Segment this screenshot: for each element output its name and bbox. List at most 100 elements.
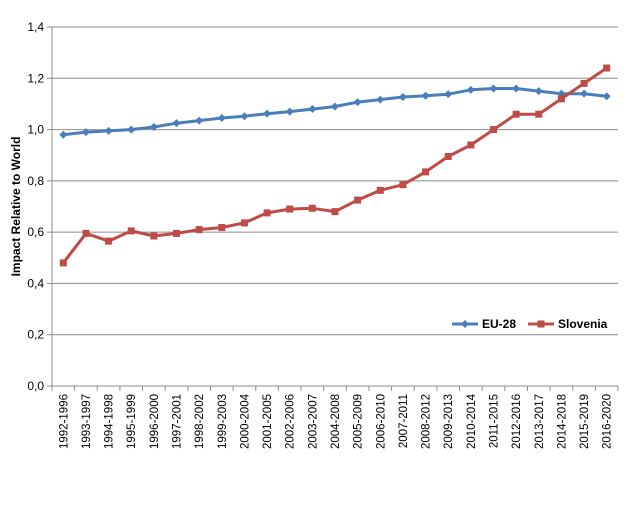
- data-point: [263, 209, 271, 217]
- legend-marker: [537, 320, 545, 328]
- data-point: [354, 196, 362, 204]
- y-tick-label: 0,8: [27, 174, 44, 188]
- legend: EU-28 Slovenia: [452, 317, 608, 331]
- data-point: [172, 119, 181, 128]
- y-tick-label: 1,0: [27, 123, 44, 137]
- data-point: [149, 123, 158, 132]
- data-point: [240, 219, 248, 227]
- x-tick-label: 2015-2019: [579, 394, 591, 449]
- data-point: [105, 237, 113, 245]
- data-point: [217, 114, 226, 123]
- y-tick-label: 1,4: [27, 20, 44, 34]
- x-tick-label: 2007-2011: [398, 394, 410, 448]
- data-point: [466, 85, 475, 94]
- data-point: [59, 259, 67, 267]
- data-point: [353, 98, 362, 107]
- data-point: [467, 141, 475, 149]
- data-point: [195, 116, 204, 125]
- data-point: [127, 125, 136, 134]
- series-layer: [59, 64, 611, 267]
- x-tick-label: 2005-2009: [353, 394, 365, 449]
- data-point: [444, 90, 453, 99]
- y-tick-label: 0,6: [27, 225, 44, 239]
- x-tick-label: 1997-2001: [172, 394, 184, 449]
- data-point: [218, 224, 226, 232]
- data-point: [398, 93, 407, 102]
- data-point: [173, 229, 181, 237]
- data-point: [240, 112, 249, 121]
- x-tick-label: 2001-2005: [262, 394, 274, 449]
- series-eu-28: [59, 84, 611, 139]
- x-tick-label: 1996-2000: [149, 394, 161, 449]
- data-point: [580, 89, 589, 98]
- legend-label: EU-28: [482, 317, 516, 331]
- gridlines: [52, 26, 618, 336]
- y-tick-labels: 0,0 0,2 0,4 0,6 0,8 1,0 1,2 1,4: [27, 20, 44, 393]
- data-point: [104, 126, 113, 135]
- data-point: [602, 92, 611, 101]
- x-tick-label: 2013-2017: [534, 394, 546, 449]
- data-point: [422, 168, 430, 176]
- data-point: [534, 87, 543, 96]
- y-tick-label: 0,0: [27, 379, 44, 393]
- x-tick-label: 1993-1997: [81, 394, 93, 449]
- y-tick-label: 1,2: [27, 71, 44, 85]
- x-tick-label: 2006-2010: [375, 394, 387, 449]
- x-tick-label: 1992-1996: [58, 394, 70, 449]
- data-point: [376, 95, 385, 104]
- data-point: [308, 204, 316, 212]
- x-tick-label: 1998-2002: [194, 394, 206, 449]
- x-tick-label: 2011-2015: [488, 394, 500, 448]
- x-tick-label: 2009-2013: [443, 394, 455, 449]
- series-slovenia: [59, 64, 611, 267]
- data-point: [150, 232, 158, 240]
- data-point: [512, 110, 520, 118]
- data-point: [331, 102, 339, 111]
- y-axis-label: Impact Relative to World: [9, 137, 23, 277]
- data-point: [82, 229, 90, 237]
- data-point: [557, 95, 565, 103]
- axes: [47, 26, 619, 391]
- y-tick-label: 0,4: [27, 276, 44, 290]
- data-point: [81, 128, 90, 137]
- data-point: [512, 84, 521, 93]
- data-point: [376, 186, 384, 194]
- data-point: [285, 107, 294, 116]
- x-tick-label: 2002-2006: [285, 394, 297, 449]
- data-point: [263, 109, 272, 118]
- data-point: [59, 130, 68, 139]
- legend-marker: [461, 320, 469, 328]
- y-tick-label: 0,2: [27, 328, 44, 342]
- data-point: [489, 126, 497, 134]
- data-point: [580, 79, 588, 87]
- data-point: [421, 91, 430, 100]
- data-point: [331, 208, 339, 216]
- x-tick-label: 2012-2016: [511, 394, 523, 449]
- x-tick-label: 2003-2007: [307, 394, 319, 449]
- x-tick-labels: 1992-1996 1993-1997 1994-1998 1995-1999 1996…: [58, 393, 613, 449]
- data-point: [489, 84, 498, 93]
- series-line: [63, 87, 607, 137]
- series-line: [62, 66, 608, 264]
- data-point: [308, 105, 317, 114]
- x-tick-label: 2016-2020: [602, 394, 614, 449]
- x-tick-label: 1995-1999: [126, 394, 138, 449]
- data-point: [399, 181, 407, 189]
- x-tick-label: 1994-1998: [104, 394, 116, 449]
- data-point: [603, 64, 611, 72]
- legend-item: Slovenia: [528, 317, 608, 331]
- x-tick-label: 2000-2004: [239, 393, 251, 449]
- legend-label: Slovenia: [558, 317, 608, 331]
- x-tick-label: 1999-2003: [217, 394, 229, 449]
- x-tick-label: 2014-2018: [556, 394, 568, 449]
- data-point: [286, 205, 294, 213]
- x-tick-label: 2008-2012: [421, 394, 433, 449]
- data-point: [535, 110, 543, 118]
- data-point: [444, 152, 452, 160]
- data-point: [127, 227, 135, 235]
- x-tick-label: 2010-2014: [466, 393, 478, 449]
- legend-item: EU-28: [452, 317, 516, 331]
- data-point: [195, 226, 203, 234]
- x-tick-label: 2004-2008: [330, 394, 342, 449]
